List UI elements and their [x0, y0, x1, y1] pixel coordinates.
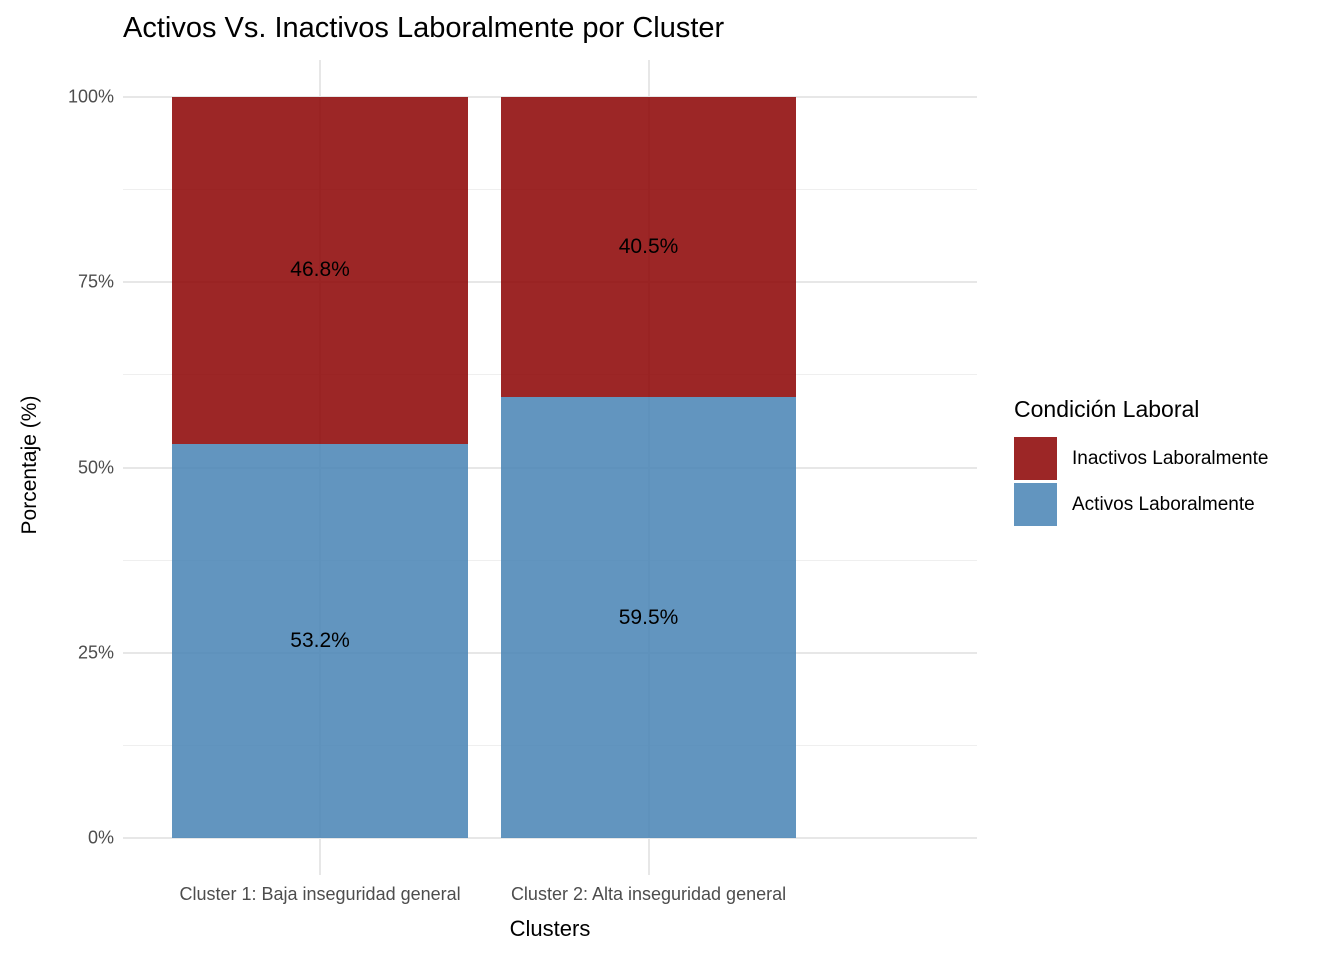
legend-items: Inactivos Laboralmente Activos Laboralme… [1014, 437, 1268, 526]
bar-segment-label: 59.5% [618, 605, 679, 629]
legend-item-inactivos: Inactivos Laboralmente [1014, 437, 1268, 480]
bar-segment-activos [172, 443, 468, 838]
y-tick-label: 25% [77, 642, 114, 663]
major-gridline [123, 836, 977, 839]
plot-title: Activos Vs. Inactivos Laboralmente por C… [123, 12, 725, 44]
x-tick-label: Cluster 2: Alta inseguridad general [510, 884, 787, 904]
legend-swatch-activos [1014, 483, 1057, 526]
bar-segment-label: 40.5% [618, 235, 679, 259]
x-tick-label: Cluster 1: Baja inseguridad general [179, 884, 461, 904]
y-tick-label: 75% [77, 271, 114, 292]
legend: Condición Laboral Inactivos Laboralmente… [1014, 396, 1268, 526]
y-tick-label: 100% [67, 86, 114, 107]
legend-label-inactivos: Inactivos Laboralmente [1072, 447, 1269, 469]
legend-label-activos: Activos Laboralmente [1072, 493, 1255, 515]
x-axis-title: Clusters [509, 916, 591, 941]
legend-item-activos: Activos Laboralmente [1014, 483, 1268, 526]
y-tick-label: 50% [77, 457, 114, 477]
bar-segment-label: 46.8% [290, 258, 350, 282]
bar-segment-activos [500, 397, 797, 838]
bar-segment-label: 53.2% [290, 628, 350, 652]
bar-segment-inactivos [172, 97, 468, 444]
bar-segment-inactivos [500, 97, 797, 398]
legend-swatch-inactivos [1014, 437, 1057, 480]
y-tick-label: 0% [87, 827, 114, 848]
legend-title: Condición Laboral [1014, 396, 1200, 422]
